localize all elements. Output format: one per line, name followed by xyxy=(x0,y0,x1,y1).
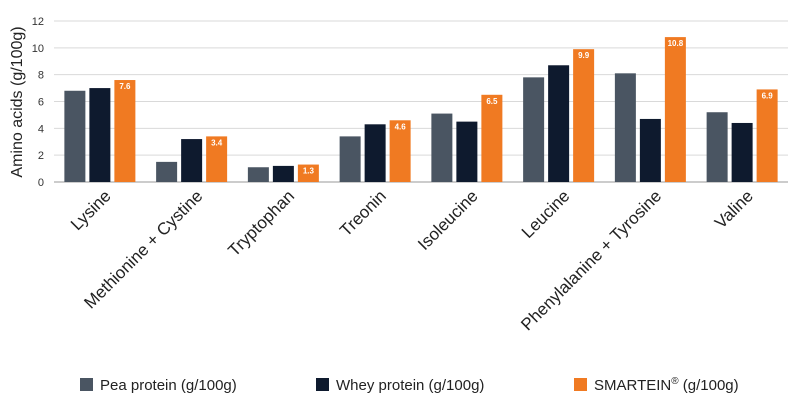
bar-whey-3 xyxy=(364,124,386,182)
data-label: 7.6 xyxy=(119,82,131,91)
y-axis-title: Amino acids (g/100g) xyxy=(9,26,26,177)
gridlines xyxy=(54,20,788,183)
bar-pea-6 xyxy=(614,73,636,182)
bar-pea-2 xyxy=(247,167,269,182)
data-labels: 7.6 3.4 1.3 4.6 6.5 9.9 10.8 6.9 xyxy=(119,39,773,175)
y-tick-label: 4 xyxy=(38,123,44,135)
bar-whey-6 xyxy=(639,118,661,182)
data-label: 3.4 xyxy=(211,138,223,147)
category-label: Valine xyxy=(711,186,757,232)
bar-pea-7 xyxy=(706,112,728,182)
bar-smartein-6 xyxy=(664,37,686,182)
bar-smartein-7 xyxy=(756,89,778,182)
legend-label: SMARTEIN® (g/100g) xyxy=(594,376,739,394)
bar-pea-1 xyxy=(156,161,178,182)
category-label: Isoleucine xyxy=(414,186,482,254)
bar-smartein-2 xyxy=(297,164,319,182)
bar-smartein-1 xyxy=(206,136,228,182)
bar-whey-0 xyxy=(89,88,111,182)
legend-swatch xyxy=(80,378,93,391)
bars xyxy=(64,37,778,182)
bar-pea-5 xyxy=(523,77,545,182)
y-axis-ticks: 0 2 4 6 8 10 12 xyxy=(32,16,44,189)
bar-pea-3 xyxy=(339,136,361,182)
category-label: Tryptophan xyxy=(224,186,298,260)
bar-whey-4 xyxy=(456,121,478,182)
category-label: Lysine xyxy=(67,186,115,234)
y-tick-label: 2 xyxy=(38,150,44,162)
bar-smartein-4 xyxy=(481,94,503,182)
y-tick-label: 12 xyxy=(32,16,44,28)
legend-label: Pea protein (g/100g) xyxy=(100,377,237,394)
data-label: 6.5 xyxy=(486,97,498,106)
y-tick-label: 10 xyxy=(32,43,44,55)
data-label: 1.3 xyxy=(303,167,315,176)
bar-whey-1 xyxy=(181,139,203,182)
data-label: 6.9 xyxy=(762,91,774,100)
bar-pea-4 xyxy=(431,113,453,182)
legend-swatch xyxy=(316,378,329,391)
legend-swatch xyxy=(574,378,587,391)
data-label: 10.8 xyxy=(668,39,684,48)
y-tick-label: 0 xyxy=(38,177,44,189)
legend-label: Whey protein (g/100g) xyxy=(336,377,484,394)
bar-smartein-0 xyxy=(114,80,136,182)
category-label: Leucine xyxy=(518,186,574,242)
bar-smartein-5 xyxy=(573,49,595,182)
bar-smartein-3 xyxy=(389,120,411,182)
y-tick-label: 6 xyxy=(38,97,44,109)
data-label: 9.9 xyxy=(578,51,590,60)
y-tick-label: 8 xyxy=(38,70,44,82)
bar-whey-7 xyxy=(731,122,753,182)
bar-whey-2 xyxy=(272,165,294,182)
bar-whey-5 xyxy=(548,65,570,182)
category-label: Treonin xyxy=(336,186,390,240)
legend: Pea protein (g/100g) Whey protein (g/100g… xyxy=(80,376,739,394)
data-label: 4.6 xyxy=(395,122,407,131)
bar-pea-0 xyxy=(64,90,86,182)
